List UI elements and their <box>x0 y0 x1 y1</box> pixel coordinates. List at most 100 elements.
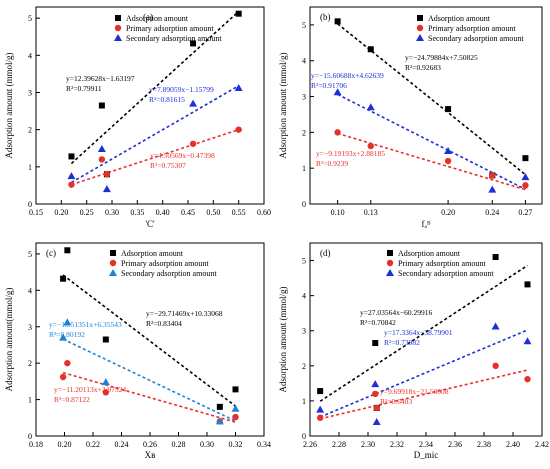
chart-panel: 0.10 0.13 0.20 0.24 0.27 0 1 2 3 4 5 fₐᴮ Adsorption … <box>278 6 543 229</box>
legend-marker <box>109 259 117 267</box>
data-point <box>522 182 529 189</box>
fit-line <box>319 369 528 420</box>
legend-marker <box>114 24 122 32</box>
y-axis-title: Adsorption amount (mmol/g) <box>278 287 288 393</box>
y-tick-label: 2 <box>302 362 306 371</box>
data-point <box>492 254 499 261</box>
fit-equation: y=−9.19193x+2.88185 <box>316 149 385 158</box>
data-point <box>488 185 497 193</box>
legend-marker <box>416 34 424 41</box>
y-tick-label: 2 <box>28 359 32 368</box>
data-point <box>68 181 75 188</box>
legend-marker <box>387 250 393 256</box>
x-tick-label: 0.18 <box>29 440 43 449</box>
data-point <box>60 275 67 282</box>
fit-r-squared: R²=0.80192 <box>49 330 85 339</box>
fit-r-squared: R²=0.83404 <box>146 319 182 328</box>
data-point <box>97 144 106 152</box>
legend-label: Secondary adsorption amount <box>428 34 524 43</box>
data-point <box>102 389 110 396</box>
fit-r-squared: R²=0.79911 <box>66 84 102 93</box>
x-tick-label: 0.27 <box>518 208 532 217</box>
y-tick-label: 0 <box>302 432 306 441</box>
legend-marker <box>109 269 117 276</box>
fit-line <box>71 128 239 186</box>
x-tick-label: 0.45 <box>181 208 195 217</box>
data-point <box>102 185 111 193</box>
legend-marker <box>115 15 121 21</box>
fit-r-squared: R²=0.9239 <box>316 159 348 168</box>
y-tick-label: 1 <box>28 396 32 405</box>
panel-label: (b) <box>320 12 331 22</box>
data-point <box>444 157 452 165</box>
data-point <box>334 18 341 25</box>
x-tick-label: 0.24 <box>115 440 129 449</box>
data-point <box>102 336 109 343</box>
legend-label: Secondary adsorption amount <box>121 269 217 278</box>
data-point <box>522 155 529 162</box>
x-tick-label: 0.26 <box>143 440 157 449</box>
data-point <box>372 390 379 398</box>
data-point <box>373 404 380 412</box>
y-tick-label: 1 <box>28 163 32 172</box>
x-tick-label: 0.30 <box>200 440 214 449</box>
fit-r-squared: R²=0.6403 <box>380 397 412 406</box>
data-point <box>523 337 532 345</box>
y-tick-label: 1 <box>302 397 306 406</box>
data-point <box>367 142 374 150</box>
fit-r-squared: R²=0.87122 <box>54 395 90 404</box>
data-point <box>524 281 531 288</box>
panel-label: (a) <box>143 12 153 22</box>
data-point <box>59 333 68 341</box>
data-point <box>231 404 240 412</box>
y-tick-label: 2 <box>302 128 306 137</box>
y-tick-label: 3 <box>28 88 32 97</box>
x-tick-label: 2.28 <box>332 440 346 449</box>
y-tick-label: 5 <box>302 257 306 266</box>
legend-marker <box>386 269 394 276</box>
x-tick-label: 0.20 <box>58 440 72 449</box>
data-point <box>101 378 110 386</box>
data-point <box>317 388 324 395</box>
data-point <box>215 417 224 425</box>
x-axis-title: Xʙ <box>145 450 156 460</box>
x-tick-label: 0.24 <box>485 208 499 217</box>
x-tick-label: 0.60 <box>257 208 271 217</box>
fit-equation: y=−18.51351x+6.35543 <box>49 320 122 329</box>
data-point <box>59 373 67 381</box>
y-tick-label: 5 <box>28 250 32 259</box>
fit-equation: y=4.50569x−0.47398 <box>150 151 215 160</box>
chart-panel: 2.26 2.28 2.30 2.32 2.34 2.36 2.38 2.40 2.42 0 1 2 3… <box>278 242 549 460</box>
fit-line <box>71 85 240 184</box>
legend-marker <box>417 15 423 21</box>
x-tick-label: 2.26 <box>303 440 317 449</box>
x-axis-title: D_mic <box>414 450 439 460</box>
data-point <box>372 417 381 425</box>
data-point <box>372 340 379 347</box>
data-point <box>232 386 239 393</box>
legend-label: Adsorption amount <box>121 249 184 258</box>
fit-line <box>62 371 236 423</box>
data-point <box>316 414 324 421</box>
data-point <box>491 322 500 330</box>
data-point <box>67 172 76 180</box>
fit-equation: y=9.69918x−21.50008 <box>380 387 449 396</box>
x-tick-label: 0.30 <box>105 208 119 217</box>
x-tick-label: 0.32 <box>229 440 243 449</box>
data-point <box>68 153 75 160</box>
x-axis-title: fₐᴮ <box>422 219 431 229</box>
y-tick-label: 0 <box>28 432 32 441</box>
data-point <box>63 318 72 326</box>
y-tick-label: 4 <box>302 57 306 66</box>
chart-panel: 0.18 0.20 0.22 0.24 0.26 0.28 0.30 0.32 0.34 0 1 2 3… <box>4 242 271 460</box>
fit-r-squared: R²=0.70842 <box>360 318 396 327</box>
y-tick-label: 4 <box>28 286 32 295</box>
x-tick-label: 2.38 <box>477 440 491 449</box>
data-point <box>189 99 198 107</box>
data-point <box>234 84 243 92</box>
fit-equation: y=−29.71469x+10.33068 <box>146 309 223 318</box>
data-point <box>189 140 197 147</box>
data-point <box>103 171 111 178</box>
y-tick-label: 3 <box>302 327 306 336</box>
